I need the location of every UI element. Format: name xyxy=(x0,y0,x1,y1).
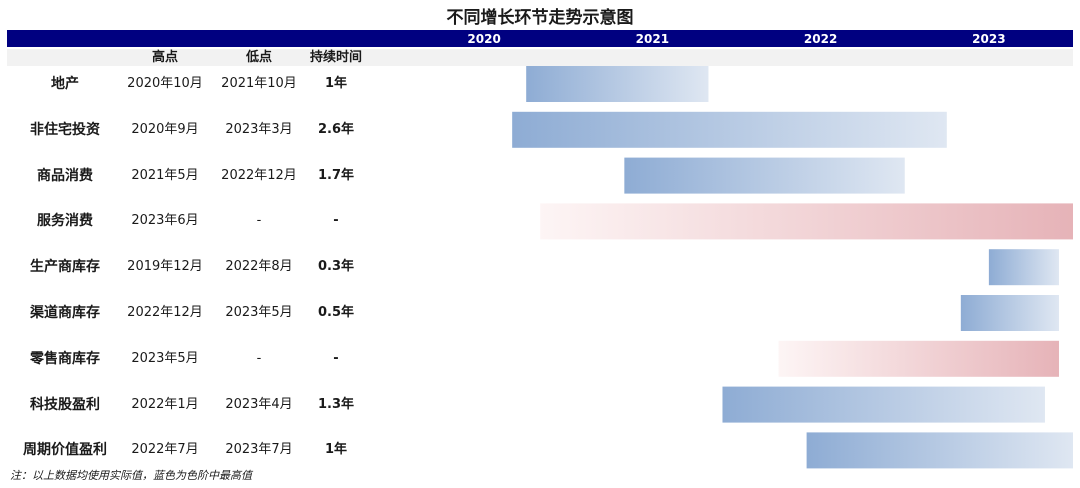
row-duration: - xyxy=(333,213,339,229)
row-high: 2022年7月 xyxy=(131,442,199,458)
row-low: 2023年3月 xyxy=(225,121,293,137)
bar-生产商库存 xyxy=(988,249,1059,286)
column-header-duration: 持续时间 xyxy=(309,50,363,65)
row-high: 2019年12月 xyxy=(127,259,203,275)
year-axis-bar xyxy=(7,30,1073,47)
row-high: 2020年10月 xyxy=(127,76,203,91)
bar-非住宅投资 xyxy=(512,111,947,148)
bar-科技股盈利 xyxy=(722,386,1045,423)
row-label: 渠道商库存 xyxy=(30,305,100,321)
year-label-2021: 2021 xyxy=(635,32,670,46)
row-high: 2021年5月 xyxy=(131,167,199,183)
row-high: 2023年6月 xyxy=(131,213,199,229)
row-label: 服务消费 xyxy=(37,213,93,230)
row-low: 2023年7月 xyxy=(225,442,293,458)
chart-title: 不同增长环节走势示意图 xyxy=(446,8,634,28)
row-duration: 1年 xyxy=(324,76,348,91)
row-label: 科技股盈利 xyxy=(30,396,100,413)
row-low: 2022年12月 xyxy=(221,167,297,183)
bar-渠道商库存 xyxy=(960,295,1059,331)
bar-商品消费 xyxy=(624,157,905,194)
year-label-2023: 2023 xyxy=(972,32,1006,46)
row-low: - xyxy=(256,213,262,229)
row-duration: - xyxy=(333,350,339,366)
row-label: 地产 xyxy=(51,76,79,92)
row-low: - xyxy=(256,350,262,366)
column-header-high: 高点 xyxy=(151,50,179,65)
row-low: 2021年10月 xyxy=(221,76,297,91)
row-high: 2023年5月 xyxy=(131,350,199,366)
row-high: 2022年12月 xyxy=(127,305,203,320)
bar-地产 xyxy=(526,66,709,102)
row-high: 2020年9月 xyxy=(131,121,199,137)
row-duration: 1年 xyxy=(324,442,348,458)
row-duration: 0.3年 xyxy=(317,259,355,275)
row-label: 非住宅投资 xyxy=(30,121,100,138)
row-high: 2022年1月 xyxy=(131,396,199,412)
row-low: 2023年5月 xyxy=(225,305,293,320)
row-duration: 0.5年 xyxy=(317,305,355,320)
column-header-band xyxy=(7,49,1073,66)
bar-服务消费 xyxy=(540,203,1073,240)
row-label: 周期价值盈利 xyxy=(23,442,107,459)
row-low: 2022年8月 xyxy=(225,259,293,275)
bar-零售商库存 xyxy=(778,340,1059,377)
row-duration: 1.3年 xyxy=(317,396,355,412)
year-label-2020: 2020 xyxy=(467,32,501,46)
row-low: 2023年4月 xyxy=(225,396,293,412)
year-label-2022: 2022 xyxy=(803,32,838,46)
bar-周期价值盈利 xyxy=(806,432,1073,469)
column-header-low: 低点 xyxy=(245,50,273,65)
row-label: 零售商库存 xyxy=(30,350,100,367)
row-duration: 2.6年 xyxy=(317,121,355,137)
row-label: 生产商库存 xyxy=(30,259,100,276)
row-duration: 1.7年 xyxy=(317,167,355,183)
row-label: 商品消费 xyxy=(37,167,93,184)
footnote: 注：以上数据均使用实际值，蓝色为色阶中最高值 xyxy=(10,469,252,482)
